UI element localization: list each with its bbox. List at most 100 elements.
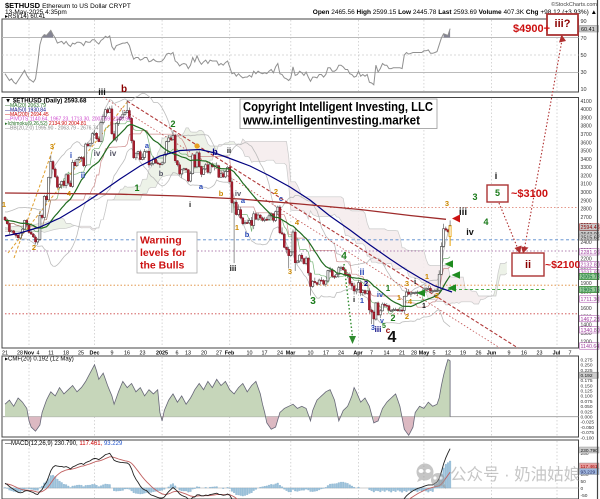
svg-text:1600: 1600 (581, 306, 592, 312)
svg-text:公众号 · 奶油姑娘: 公众号 · 奶油姑娘 (450, 465, 580, 484)
svg-text:iv: iv (94, 149, 101, 158)
svg-text:12: 12 (445, 351, 451, 357)
svg-text:1711.30: 1711.30 (581, 297, 600, 303)
svg-text:iii: iii (230, 264, 237, 273)
svg-text:4: 4 (388, 329, 397, 346)
svg-text:2281.96: 2281.96 (581, 250, 600, 256)
svg-text:ii: ii (525, 259, 531, 271)
svg-text:2400: 2400 (581, 240, 592, 246)
svg-text:1340.80: 1340.80 (581, 328, 600, 334)
svg-text:6: 6 (176, 351, 179, 357)
svg-text:26: 26 (476, 351, 482, 357)
svg-text:-0.075: -0.075 (581, 430, 595, 436)
svg-text:1: 1 (422, 303, 426, 310)
svg-text:Warning: Warning (140, 235, 182, 247)
svg-text:a: a (241, 196, 246, 205)
svg-text:Feb: Feb (225, 351, 235, 357)
svg-text:13: 13 (185, 351, 191, 357)
svg-text:70: 70 (581, 36, 587, 42)
svg-text:Open 2465.56 High 2599.15 Low: Open 2465.56 High 2599.15 Low 2445.78 La… (313, 9, 597, 16)
svg-text:20: 20 (201, 351, 207, 357)
svg-text:3700: 3700 (581, 132, 592, 138)
svg-text:0.000: 0.000 (581, 415, 593, 421)
svg-text:2: 2 (364, 279, 368, 288)
svg-text:1905.16: 1905.16 (581, 288, 600, 294)
svg-text:4000: 4000 (581, 107, 592, 113)
svg-text:a: a (145, 141, 150, 150)
svg-text:1: 1 (2, 200, 6, 209)
svg-text:3100: 3100 (581, 182, 592, 188)
svg-text:7: 7 (569, 351, 572, 357)
svg-text:1467.23: 1467.23 (581, 317, 600, 323)
svg-text:Jul: Jul (553, 351, 561, 357)
svg-text:3000: 3000 (581, 190, 592, 196)
svg-text:the Bulls: the Bulls (140, 260, 184, 272)
svg-text:1: 1 (386, 284, 391, 293)
svg-text:iv: iv (235, 189, 242, 198)
svg-text:230.790: 230.790 (581, 448, 599, 454)
svg-text:iv: iv (110, 149, 117, 158)
svg-text:b: b (121, 84, 127, 95)
svg-text:1140.64: 1140.64 (581, 344, 600, 350)
svg-text:13-May-2025 4:35pm: 13-May-2025 4:35pm (5, 9, 67, 16)
svg-text:Jun: Jun (487, 351, 497, 357)
svg-text:3: 3 (445, 199, 449, 208)
svg-text:ii: ii (359, 267, 364, 277)
svg-text:28: 28 (17, 351, 23, 357)
svg-text:iii: iii (375, 325, 382, 334)
svg-text:▸CMF(20) 0.192 (12 May): ▸CMF(20) 0.192 (12 May) (5, 357, 74, 363)
svg-text:3200: 3200 (581, 173, 592, 179)
svg-text:5: 5 (433, 351, 436, 357)
svg-text:50: 50 (581, 53, 587, 59)
svg-text:27: 27 (216, 351, 222, 357)
svg-text:7: 7 (370, 351, 373, 357)
svg-text:3: 3 (310, 296, 316, 307)
svg-text:1: 1 (397, 293, 401, 302)
svg-text:17: 17 (262, 351, 268, 357)
svg-text:3: 3 (50, 142, 54, 151)
svg-text:10: 10 (247, 351, 253, 357)
svg-text:May: May (419, 351, 430, 357)
svg-text:18: 18 (63, 351, 69, 357)
svg-text:2515.62: 2515.62 (581, 235, 600, 241)
svg-text:Mar: Mar (286, 351, 296, 357)
svg-text:3: 3 (371, 325, 375, 332)
svg-text:3600: 3600 (581, 140, 592, 146)
svg-text:0.250: 0.250 (581, 363, 593, 369)
svg-text:iv: iv (466, 227, 474, 237)
svg-text:19: 19 (460, 351, 466, 357)
svg-text:4100: 4100 (581, 99, 592, 105)
svg-text:23: 23 (537, 351, 543, 357)
svg-text:30: 30 (581, 70, 587, 76)
svg-text:24: 24 (277, 351, 283, 357)
svg-text:i: i (70, 151, 72, 160)
svg-text:3800: 3800 (581, 124, 592, 130)
svg-text:16: 16 (124, 351, 130, 357)
svg-text:b: b (159, 169, 164, 178)
svg-text:1: 1 (425, 272, 429, 281)
svg-text:ii: ii (81, 171, 85, 180)
svg-text:ii: ii (227, 146, 231, 155)
svg-text:21: 21 (2, 351, 8, 357)
svg-text:0.075: 0.075 (581, 399, 593, 405)
svg-text:24: 24 (338, 351, 344, 357)
svg-text:1: 1 (134, 183, 139, 193)
svg-text:levels for: levels for (140, 247, 186, 259)
svg-text:i: i (495, 171, 498, 181)
svg-text:$4900+: $4900+ (513, 23, 550, 35)
svg-text:—BB(20,2.0) 1995.90 - 2063.79: —BB(20,2.0) 1995.90 - 2063.79 - 2676.74 (5, 126, 99, 132)
svg-text:10: 10 (308, 351, 314, 357)
svg-text:21: 21 (399, 351, 405, 357)
svg-text:2900: 2900 (581, 198, 592, 204)
svg-text:c: c (279, 194, 283, 203)
svg-text:60.41: 60.41 (581, 27, 595, 33)
svg-text:iv: iv (377, 290, 384, 299)
svg-text:i: i (414, 277, 416, 286)
svg-text:c: c (386, 326, 391, 335)
svg-text:3: 3 (472, 192, 477, 202)
svg-text:2: 2 (405, 312, 409, 321)
svg-text:10: 10 (581, 87, 587, 93)
svg-text:9: 9 (508, 351, 511, 357)
svg-text:0.275: 0.275 (581, 357, 593, 363)
svg-text:1300: 1300 (581, 331, 592, 337)
